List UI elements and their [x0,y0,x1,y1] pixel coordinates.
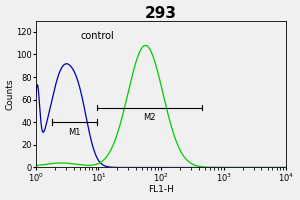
X-axis label: FL1-H: FL1-H [148,185,174,194]
Text: M2: M2 [143,113,156,122]
Text: control: control [81,31,115,41]
Title: 293: 293 [145,6,177,21]
Y-axis label: Counts: Counts [6,78,15,110]
Text: M1: M1 [68,128,81,137]
